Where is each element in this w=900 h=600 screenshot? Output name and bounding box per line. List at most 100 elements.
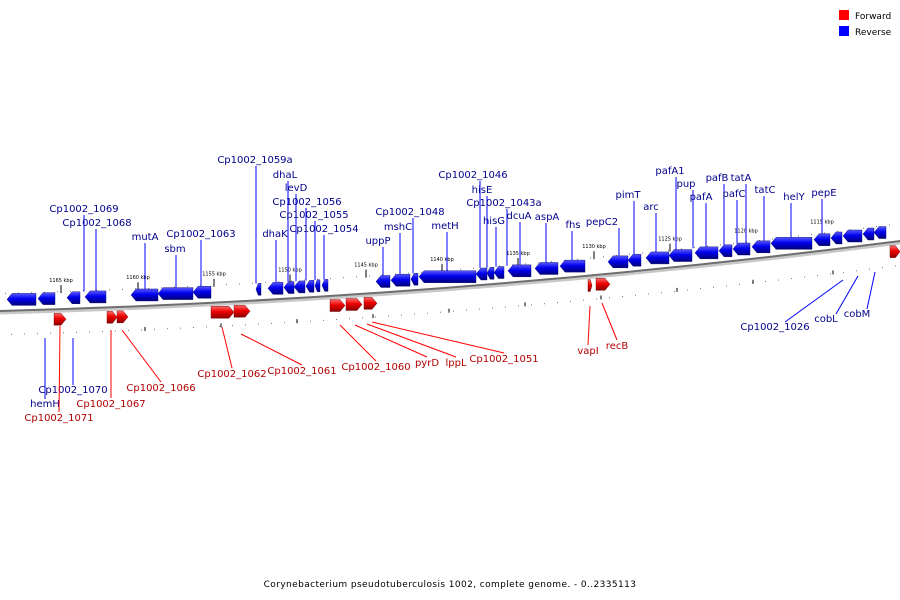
forward-gene-label[interactable]: Cp1002_1067 [76, 399, 145, 410]
forward-gene-label[interactable]: Cp1002_1061 [267, 366, 336, 377]
forward-gene-label[interactable]: Cp1002_1062 [197, 369, 266, 380]
reverse-gene-label[interactable]: dcuA [506, 211, 531, 222]
forward-gene-label[interactable]: Cp1002_1066 [126, 383, 195, 394]
reverse-gene-label[interactable]: mutA [132, 232, 159, 243]
forward-gene-arrow[interactable] [53, 312, 67, 326]
reverse-gene-label[interactable]: Cp1002_1046 [438, 170, 507, 181]
reverse-gene-arrow[interactable] [645, 251, 670, 265]
reverse-gene-label[interactable]: helY [783, 192, 805, 203]
reverse-gene-arrow[interactable] [84, 290, 107, 304]
reverse-gene-arrow[interactable] [314, 279, 321, 293]
reverse-gene-label[interactable]: pafA1 [655, 166, 684, 177]
reverse-gene-label[interactable]: sbm [164, 244, 185, 255]
reverse-gene-arrow[interactable] [627, 254, 642, 267]
reverse-gene-arrow[interactable] [862, 227, 875, 241]
reverse-gene-arrow[interactable] [718, 244, 733, 257]
reverse-gene-arrow[interactable] [293, 280, 306, 294]
reverse-gene-label[interactable]: pafA [690, 192, 713, 203]
reverse-gene-label[interactable]: cobM [844, 309, 871, 320]
reverse-gene-arrow[interactable] [475, 267, 488, 281]
reverse-gene-arrow[interactable] [694, 246, 719, 260]
reverse-gene-label[interactable]: arc [643, 202, 659, 213]
reverse-gene-label[interactable]: dhaK [262, 229, 288, 240]
reverse-gene-arrow[interactable] [732, 242, 751, 256]
forward-gene-arrow[interactable] [889, 245, 900, 258]
forward-gene-label[interactable]: pyrD [415, 358, 439, 369]
reverse-gene-arrow[interactable] [842, 229, 863, 243]
reverse-gene-label[interactable]: hisE [472, 185, 493, 196]
reverse-gene-arrow[interactable] [751, 240, 771, 254]
forward-gene-label[interactable]: recB [606, 341, 629, 352]
reverse-gene-label[interactable]: Cp1002_1026 [740, 322, 809, 333]
reverse-gene-label[interactable]: fhs [565, 220, 580, 231]
reverse-gene-label[interactable]: levD [285, 183, 308, 194]
forward-gene-arrow[interactable] [106, 311, 118, 324]
reverse-gene-label[interactable]: metH [431, 221, 458, 232]
reverse-gene-label[interactable]: Cp1002_1070 [38, 385, 107, 396]
forward-gene-arrow[interactable] [116, 310, 129, 324]
reverse-gene-arrow[interactable] [321, 279, 329, 292]
forward-gene-arrow[interactable] [587, 279, 593, 292]
reverse-gene-label[interactable]: tatC [755, 185, 776, 196]
forward-gene-arrow[interactable] [345, 298, 363, 311]
forward-gene-arrow[interactable] [210, 306, 235, 319]
forward-gene-label[interactable]: lppL [445, 358, 466, 369]
reverse-gene-arrow[interactable] [770, 237, 813, 250]
reverse-gene-arrow[interactable] [192, 286, 212, 299]
reverse-gene-arrow[interactable] [130, 288, 159, 302]
forward-gene-label[interactable]: Cp1002_1060 [341, 362, 410, 373]
reverse-gene-label[interactable]: hemH [30, 399, 60, 410]
reverse-gene-label[interactable]: hisG [483, 216, 505, 227]
reverse-gene-label[interactable]: Cp1002_1043a [466, 198, 541, 209]
reverse-gene-arrow[interactable] [410, 272, 419, 286]
reverse-gene-label[interactable]: pepE [811, 188, 836, 199]
forward-gene-arrow[interactable] [363, 297, 378, 310]
reverse-gene-arrow[interactable] [390, 274, 411, 287]
reverse-gene-label[interactable]: Cp1002_1069 [49, 204, 118, 215]
reverse-gene-arrow[interactable] [507, 264, 532, 278]
reverse-gene-label[interactable]: Cp1002_1055 [279, 210, 348, 221]
reverse-gene-arrow[interactable] [6, 293, 37, 306]
reverse-gene-arrow[interactable] [418, 270, 477, 283]
reverse-gene-arrow[interactable] [813, 233, 831, 246]
forward-gene-arrow[interactable] [329, 299, 346, 312]
reverse-gene-arrow[interactable] [493, 266, 505, 279]
reverse-gene-label[interactable]: pafC [723, 189, 746, 200]
reverse-gene-label[interactable]: pepC2 [586, 217, 618, 228]
forward-gene-label[interactable]: Cp1002_1071 [24, 413, 93, 424]
reverse-gene-arrow[interactable] [873, 226, 887, 239]
reverse-gene-arrow[interactable] [486, 267, 495, 280]
reverse-gene-label[interactable]: dhaL [273, 170, 298, 181]
reverse-gene-arrow[interactable] [830, 231, 843, 245]
reverse-gene-label[interactable]: Cp1002_1048 [375, 207, 444, 218]
reverse-gene-arrow[interactable] [559, 259, 586, 273]
reverse-gene-label[interactable]: Cp1002_1056 [272, 197, 341, 208]
reverse-gene-arrow[interactable] [668, 249, 693, 262]
reverse-gene-arrow[interactable] [157, 287, 194, 300]
reverse-gene-arrow[interactable] [37, 292, 56, 305]
reverse-gene-label[interactable]: cobL [814, 314, 838, 325]
reverse-gene-arrow[interactable] [283, 281, 295, 294]
reverse-gene-arrow[interactable] [267, 282, 284, 295]
forward-gene-label[interactable]: Cp1002_1051 [469, 354, 538, 365]
reverse-gene-label[interactable]: pafB [706, 173, 729, 184]
reverse-gene-label[interactable]: pimT [616, 190, 642, 201]
reverse-gene-arrow[interactable] [66, 291, 81, 304]
reverse-gene-label[interactable]: pup [676, 179, 695, 190]
reverse-gene-arrow[interactable] [375, 275, 391, 288]
reverse-gene-arrow[interactable] [255, 283, 262, 296]
reverse-gene-label[interactable]: aspA [535, 212, 560, 223]
reverse-gene-arrow[interactable] [534, 262, 559, 275]
reverse-gene-label[interactable]: Cp1002_1054 [289, 224, 358, 235]
reverse-gene-label[interactable]: Cp1002_1059a [217, 155, 292, 166]
forward-gene-arrow[interactable] [233, 305, 251, 318]
reverse-gene-arrow[interactable] [607, 255, 629, 269]
reverse-gene-label[interactable]: Cp1002_1063 [166, 229, 235, 240]
forward-gene-arrow[interactable] [595, 278, 611, 291]
reverse-gene-label[interactable]: mshC [384, 222, 412, 233]
reverse-gene-label[interactable]: uppP [365, 236, 390, 247]
reverse-gene-label[interactable]: Cp1002_1068 [62, 218, 131, 229]
reverse-gene-arrow[interactable] [305, 280, 315, 293]
forward-gene-label[interactable]: vapI [577, 346, 598, 357]
reverse-gene-label[interactable]: tatA [731, 173, 752, 184]
